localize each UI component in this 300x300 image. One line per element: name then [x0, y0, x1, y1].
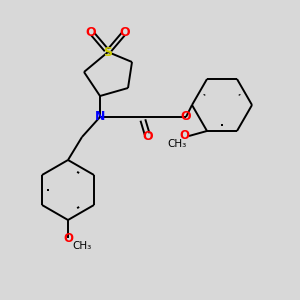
Text: S: S: [103, 46, 112, 59]
Text: O: O: [179, 130, 189, 142]
Text: O: O: [181, 110, 191, 124]
Text: N: N: [95, 110, 105, 124]
Text: O: O: [143, 130, 153, 143]
Text: O: O: [86, 26, 96, 38]
Text: O: O: [120, 26, 130, 38]
Text: CH₃: CH₃: [167, 139, 187, 149]
Text: CH₃: CH₃: [72, 241, 92, 251]
Text: O: O: [63, 232, 73, 245]
